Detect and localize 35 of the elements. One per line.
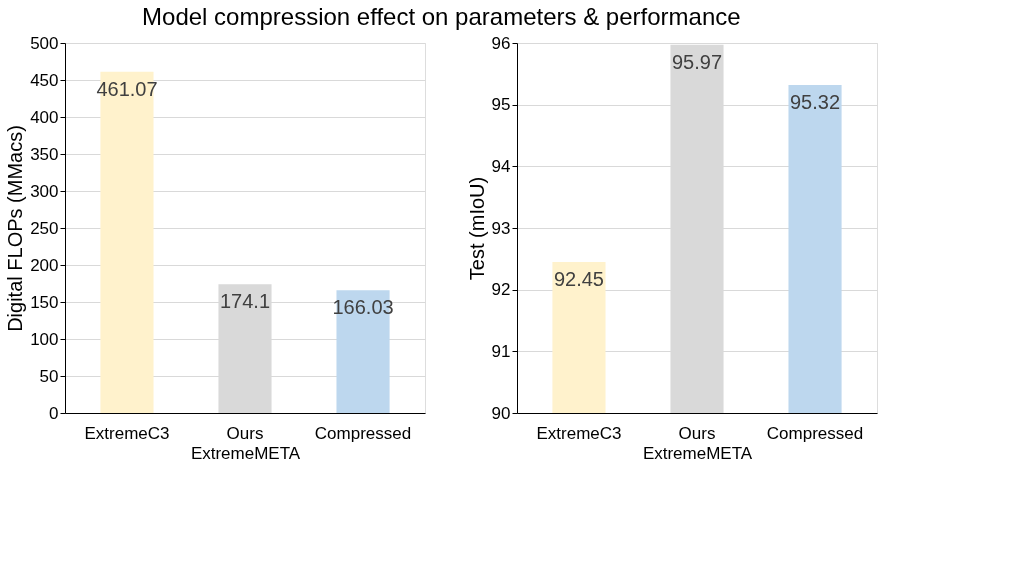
y-tick-label: 93 [491,218,511,238]
y-tick-label: 96 [491,33,511,53]
y-tick-label: 90 [491,403,511,423]
y-tick-label: 92 [491,280,511,300]
x-tick-label: ExtremeC3 [84,423,170,443]
x-tick-label: ExtremeC3 [536,423,622,443]
y-tick-label: 200 [30,255,59,275]
y-tick-label: 350 [30,144,59,164]
y-tick-label: 100 [30,329,59,349]
x-tick-label: Compressed [314,423,412,443]
data-label: 174.1 [219,290,271,313]
y-tick-label: 500 [30,33,59,53]
y-tick-label: 300 [30,181,59,201]
y-tick-label: 91 [491,341,511,361]
y-tick-label: 95 [491,95,511,115]
x-tick-label: Compressed [766,423,864,443]
y-axis-title: Digital FLOPs (MMacs) [4,125,27,332]
data-label: 92.45 [553,267,604,290]
x-axis-title: ExtremeMETA [190,443,301,463]
data-label: 95.32 [790,90,841,113]
data-label: 461.07 [96,77,158,100]
data-label: 95.97 [671,50,723,73]
y-tick-label: 250 [30,218,59,238]
x-axis-title: ExtremeMETA [642,443,753,463]
y-tick-label: 50 [39,366,59,386]
x-tick-label: Ours [226,423,264,443]
y-axis-title: Test (mIoU) [465,176,488,281]
x-tick-label: Ours [678,423,716,443]
y-tick-label: 450 [30,70,59,90]
y-tick-label: 400 [30,107,59,127]
chart-title: Model compression effect on parameters & performance [142,2,741,30]
y-tick-label: 0 [49,403,59,423]
y-tick-label: 94 [491,156,511,176]
y-tick-label: 150 [30,292,59,312]
data-label: 166.03 [332,296,394,319]
